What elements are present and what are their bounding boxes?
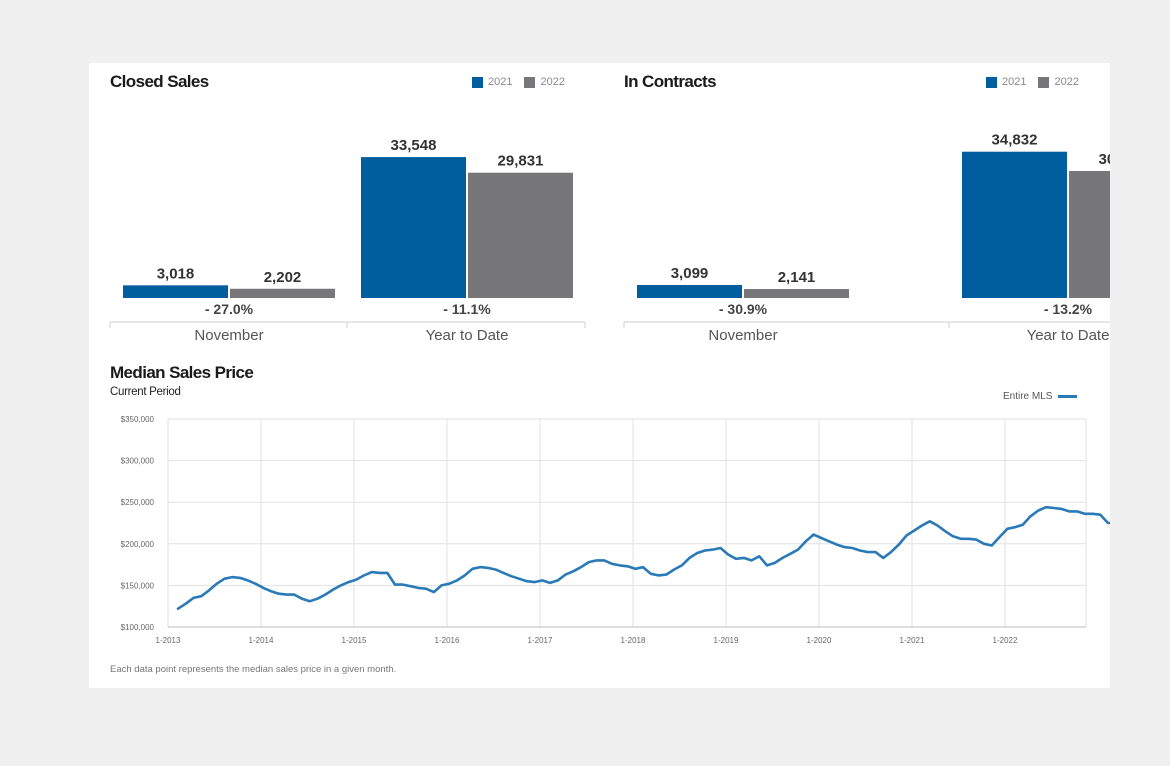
in-contracts-legend: 2021 2022 (986, 76, 1091, 88)
bar-value-label: 34,832 (992, 132, 1038, 149)
y-tick-label: $300,000 (121, 457, 155, 466)
legend-swatch-2022 (1038, 76, 1050, 88)
x-tick-label: 1-2021 (900, 636, 925, 645)
closed-sales-title: Closed Sales (110, 72, 209, 91)
bar-value-label: 33,548 (391, 137, 437, 154)
x-tick-label: 1-2015 (342, 636, 367, 645)
footnote: Each data point represents the median sa… (110, 664, 397, 675)
bar-2022-1 (468, 172, 573, 298)
bar-2022-0 (230, 288, 335, 298)
x-tick-label: 1-2017 (528, 636, 553, 645)
x-tick-label: 1-2022 (993, 636, 1018, 645)
x-tick-label: 1-2013 (156, 636, 181, 645)
in-contracts-title: In Contracts (624, 72, 717, 91)
closed-sales-chart: 3,018 2,202 - 27.0% November 33,548 29,831 - 1… (109, 137, 586, 344)
x-tick-label: 1-2020 (807, 636, 832, 645)
bar-value-label: 30,241 (1099, 151, 1110, 168)
x-tick-label: 1-2018 (621, 636, 646, 645)
legend-label-2022: 2022 (540, 76, 565, 88)
y-tick-label: $350,000 (121, 415, 155, 424)
line-legend-swatch (1058, 395, 1078, 398)
y-tick-label: $250,000 (121, 498, 155, 507)
x-tick-label: 1-2019 (714, 636, 739, 645)
closed-sales-legend: 2021 2022 (472, 76, 577, 88)
category-label: November (708, 327, 777, 344)
y-tick-label: $200,000 (121, 540, 155, 549)
percent-change-label: - 13.2% (1044, 301, 1093, 317)
in-contracts-chart: 3,099 2,141 - 30.9% November 34,832 30,241 - 1… (623, 132, 1110, 344)
y-tick-label: $150,000 (121, 581, 155, 590)
legend-swatch-2022 (524, 76, 536, 88)
legend-swatch-2021 (472, 76, 483, 88)
bar-2021-1 (962, 151, 1067, 298)
bar-value-label: 2,141 (778, 269, 816, 286)
bar-value-label: 29,831 (498, 153, 544, 170)
legend-swatch-2021 (986, 76, 997, 88)
x-tick-label: 1-2016 (435, 636, 460, 645)
percent-change-label: - 27.0% (205, 301, 254, 317)
legend-label-2021: 2021 (488, 76, 513, 88)
category-label: Year to Date (426, 327, 509, 344)
median-price-subtitle: Current Period (110, 386, 181, 398)
bar-2022-1 (1069, 170, 1110, 298)
bar-value-label: 2,202 (264, 269, 302, 286)
category-label: November (194, 327, 263, 344)
y-tick-label: $100,000 (121, 623, 155, 632)
bar-2022-0 (744, 289, 849, 298)
series-line-entire-mls (176, 505, 1110, 610)
line-legend: Entire MLS (1003, 391, 1078, 402)
report-panel: Closed Sales 2021 2022 3,018 2,202 - 27.0%… (89, 63, 1110, 688)
category-label: Year to Date (1027, 327, 1110, 344)
x-tick-label: 1-2014 (249, 636, 274, 645)
bar-value-label: 3,099 (671, 265, 709, 282)
percent-change-label: - 11.1% (443, 301, 491, 317)
bar-value-label: 3,018 (157, 265, 195, 282)
median-price-chart: $350,000 $300,000 $250,000 $200,000 $150,000… (121, 415, 1110, 645)
bar-2021-0 (637, 284, 742, 298)
legend-label-2021: 2021 (1002, 76, 1027, 88)
bar-2021-1 (361, 157, 466, 298)
line-legend-label: Entire MLS (1003, 391, 1053, 402)
bar-2021-0 (123, 285, 228, 298)
median-price-title: Median Sales Price (110, 363, 254, 382)
legend-label-2022: 2022 (1054, 76, 1079, 88)
percent-change-label: - 30.9% (719, 301, 768, 317)
